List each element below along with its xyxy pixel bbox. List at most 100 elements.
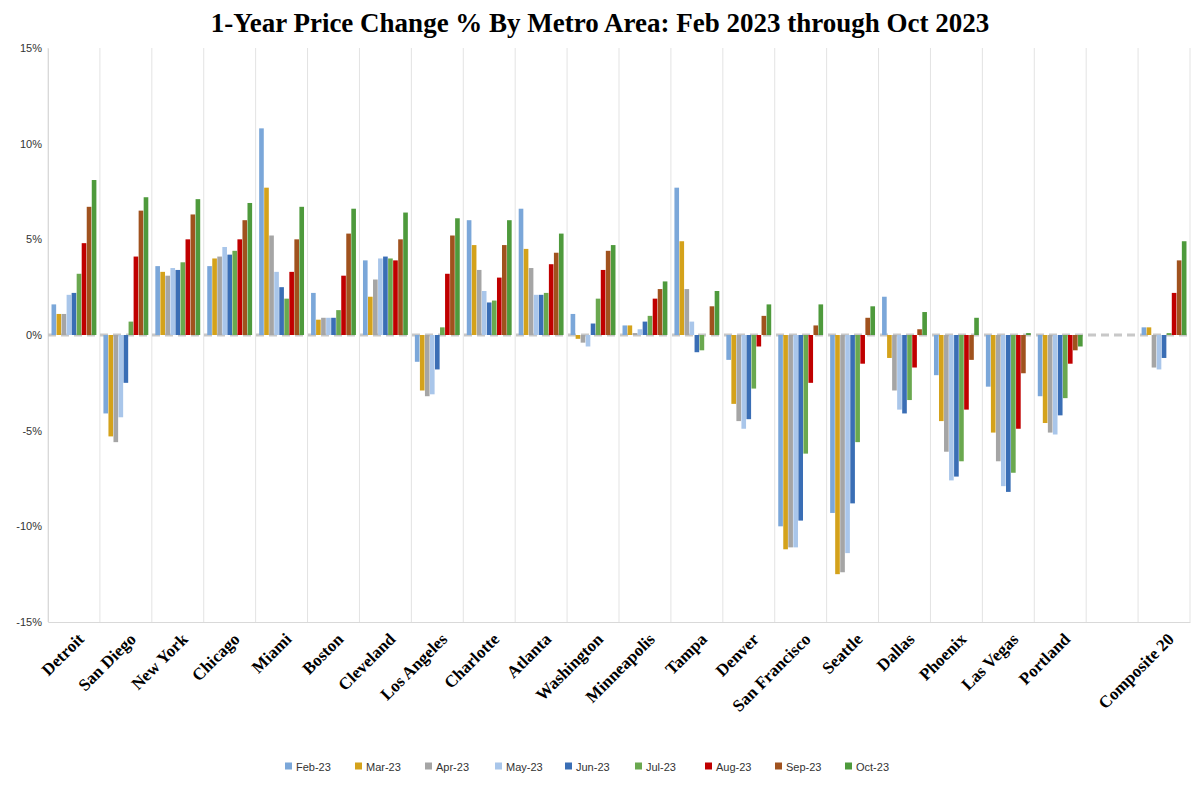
x-tick: Composite 20	[1095, 622, 1178, 713]
bar	[726, 335, 731, 360]
bar	[912, 335, 917, 368]
bar	[586, 335, 591, 346]
bar	[581, 335, 586, 343]
separator-line	[359, 48, 360, 622]
bar	[845, 335, 850, 553]
bar	[383, 257, 388, 335]
y-tick: 15%	[20, 42, 48, 54]
separator-line	[722, 48, 723, 622]
bar	[638, 329, 643, 335]
separator-line	[1138, 48, 1139, 622]
x-tick-label: Composite 20	[1095, 630, 1178, 713]
y-tick: 5%	[26, 233, 48, 245]
bar	[175, 270, 180, 335]
x-tick: Seattle	[818, 622, 866, 678]
legend-swatch	[565, 763, 572, 770]
bar	[746, 335, 751, 419]
bar	[207, 266, 212, 335]
x-tick-label: San Francisco	[729, 630, 815, 716]
legend-swatch	[425, 763, 432, 770]
bar	[497, 278, 502, 335]
bar	[103, 335, 108, 413]
legend-label: Apr-23	[436, 761, 469, 773]
y-tick-label: 0%	[26, 329, 42, 341]
legend-item: Jun-23	[565, 761, 610, 773]
x-tick-label: Miami	[248, 629, 296, 677]
bar	[477, 270, 482, 335]
bar	[129, 322, 134, 335]
legend-label: Oct-23	[856, 761, 889, 773]
legend-label: Mar-23	[366, 761, 401, 773]
bar	[1142, 327, 1147, 335]
x-tick: Portland	[1015, 622, 1074, 688]
x-tick-label: Dallas	[873, 629, 919, 675]
bar	[751, 335, 756, 389]
bar	[284, 299, 289, 335]
x-tick-label: Chicago	[188, 630, 244, 686]
legend-swatch	[285, 763, 292, 770]
bar	[788, 335, 793, 547]
bar-series	[62, 236, 1157, 573]
y-tick: 0%	[26, 329, 48, 341]
bar	[835, 335, 840, 574]
bar	[1001, 335, 1006, 486]
bar	[269, 236, 274, 335]
bar	[783, 335, 788, 549]
legend: Feb-23Mar-23Apr-23May-23Jun-23Jul-23Aug-…	[285, 761, 889, 773]
bar	[606, 251, 611, 335]
bar	[435, 335, 440, 369]
x-tick: Las Vegas	[958, 622, 1023, 694]
x-tick: Miami	[248, 622, 296, 677]
chart-title: 1-Year Price Change % By Metro Area: Feb…	[211, 8, 990, 38]
bar	[991, 335, 996, 433]
y-axis: -15%-10%-5%0%5%10%15%	[16, 42, 48, 628]
bar	[736, 335, 741, 421]
bar	[939, 335, 944, 421]
bar	[1016, 335, 1021, 429]
bar	[922, 312, 927, 335]
separator-line	[826, 48, 827, 622]
bar	[648, 316, 653, 335]
separator-line	[255, 48, 256, 622]
legend-label: Sep-23	[786, 761, 821, 773]
bar	[393, 260, 398, 335]
bar	[87, 207, 92, 335]
bar	[591, 324, 596, 335]
bar	[450, 236, 455, 335]
bar	[949, 335, 954, 480]
x-tick-label: Seattle	[818, 629, 866, 677]
bar	[492, 301, 497, 335]
bar	[529, 268, 534, 335]
bar	[82, 243, 87, 335]
bar	[663, 281, 668, 335]
x-tick-label: Portland	[1015, 629, 1074, 688]
chart-svg: 1-Year Price Change % By Metro Area: Feb…	[0, 0, 1200, 803]
separator-line	[774, 48, 775, 622]
bar	[67, 295, 72, 335]
bar	[684, 289, 689, 335]
x-axis-line	[49, 622, 1191, 623]
bar	[139, 211, 144, 335]
bar	[363, 260, 368, 335]
bar	[289, 272, 294, 335]
bar	[944, 335, 949, 452]
bar	[311, 293, 316, 335]
x-tick-label: Los Angeles	[377, 629, 452, 704]
legend-swatch	[635, 763, 642, 770]
bar	[934, 335, 939, 375]
bar	[611, 245, 616, 335]
bar	[180, 262, 185, 335]
bar-series	[52, 128, 1147, 526]
bar-series	[92, 180, 1187, 346]
bar	[571, 314, 576, 335]
bar	[741, 335, 746, 429]
bar	[757, 335, 762, 346]
bar	[534, 295, 539, 335]
y-tick-label: 10%	[20, 138, 42, 150]
x-tick: Chicago	[188, 622, 244, 685]
bar	[165, 276, 170, 335]
bar	[52, 304, 57, 335]
x-tick-label: San Diego	[75, 630, 140, 695]
legend-swatch	[355, 763, 362, 770]
bar	[222, 247, 227, 335]
